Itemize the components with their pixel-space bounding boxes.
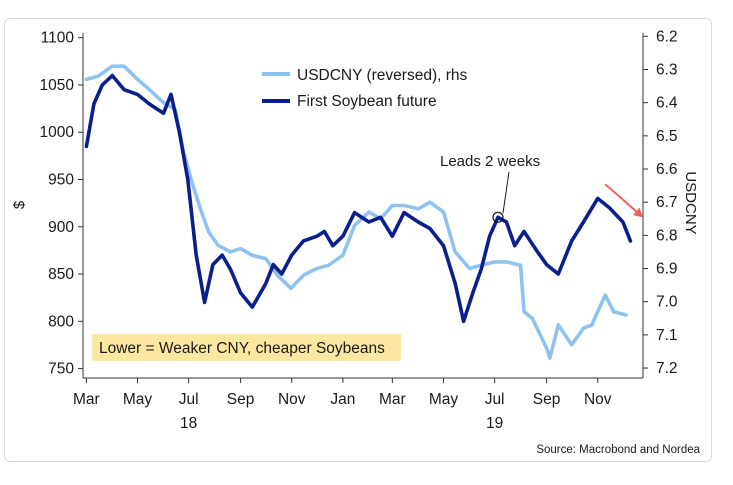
right-tick-label: 6.5: [656, 128, 678, 145]
left-tick-label: 850: [48, 266, 74, 283]
right-tick-label: 7.2: [656, 360, 678, 377]
trend-arrow-head: [632, 207, 643, 218]
x-tick-label: Mar: [379, 391, 406, 408]
leads-marker: [492, 211, 504, 223]
left-tick-label: 1100: [41, 30, 75, 47]
leads-leader-line: [502, 171, 510, 214]
right-tick-label: 6.6: [656, 161, 678, 178]
x-tick-label: Sep: [227, 391, 255, 408]
left-tick-label: 900: [48, 219, 74, 236]
x-tick-label: Sep: [533, 391, 561, 408]
x-year-label: 18: [180, 415, 197, 432]
leads-label: Leads 2 weeks: [440, 153, 540, 170]
series-line-soybean: [84, 73, 633, 324]
x-tick-label: May: [123, 391, 153, 408]
legend: USDCNY (reversed), rhs First Soybean fut…: [262, 67, 468, 110]
x-tick-label: Nov: [278, 391, 306, 408]
x-tick-label: Jul: [485, 391, 505, 408]
chart-frame: [4, 18, 712, 462]
left-axis-title: $: [11, 200, 28, 209]
left-tick-label: 1050: [40, 77, 75, 94]
x-tick-label: May: [429, 391, 459, 408]
right-tick-label: 6.9: [656, 261, 678, 278]
source-note: Source: Macrobond and Nordea: [536, 444, 700, 456]
left-tick-label: 800: [48, 313, 74, 330]
trend-arrow: [604, 183, 637, 213]
x-tick-label: Nov: [584, 391, 612, 408]
right-tick-label: 6.2: [656, 28, 678, 45]
right-tick-label: 7.0: [656, 294, 678, 311]
right-tick-label: 6.7: [656, 194, 678, 211]
x-tick-label: Mar: [73, 391, 100, 408]
right-tick-label: 6.8: [656, 227, 678, 244]
right-tick-label: 6.3: [656, 61, 678, 78]
x-year-label: 19: [486, 415, 503, 432]
right-tick-label: 7.1: [656, 327, 678, 344]
right-axis-title: USDCNY: [682, 171, 699, 234]
x-tick-label: Jan: [330, 391, 355, 408]
caption-box: [92, 334, 401, 361]
left-tick-label: 1000: [40, 124, 75, 141]
caption-text: Lower = Weaker CNY, cheaper Soybeans: [99, 340, 385, 357]
legend-label-usdcny: USDCNY (reversed), rhs: [297, 67, 468, 84]
legend-label-soybean: First Soybean future: [297, 93, 437, 110]
left-tick-label: 750: [48, 361, 74, 378]
left-tick-label: 950: [48, 172, 74, 189]
x-tick-label: Jul: [179, 391, 199, 408]
right-tick-label: 6.4: [656, 95, 678, 112]
